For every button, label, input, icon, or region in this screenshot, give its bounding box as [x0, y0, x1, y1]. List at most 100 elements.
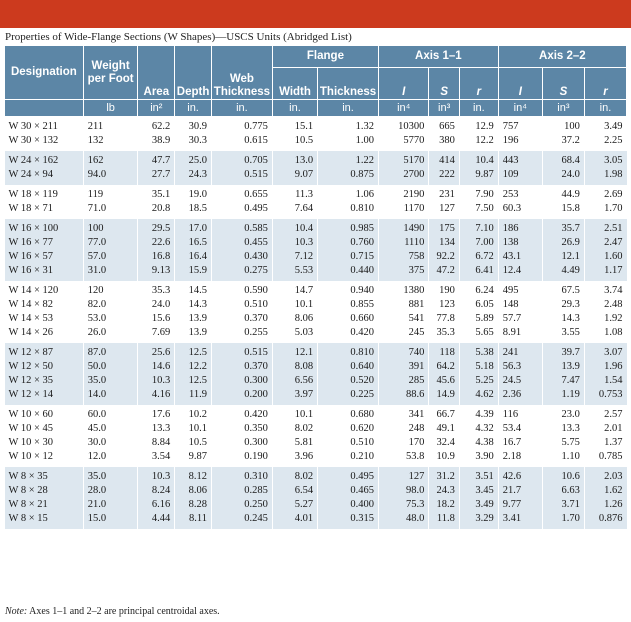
cell-web-thickness: 0.515 — [210, 168, 273, 185]
cell-area: 20.8 — [137, 202, 175, 219]
cell-flange-thickness: 0.440 — [317, 264, 379, 281]
cell-i1: 391 — [377, 360, 429, 374]
cell-i2: 60.3 — [497, 202, 543, 219]
cell-i1: 48.0 — [377, 512, 429, 529]
cell-weight: 211 — [82, 116, 138, 134]
cell-s2: 3.71 — [541, 498, 585, 512]
cell-designation: W 30 × 211 — [4, 116, 84, 134]
cell-designation: W 14 × 53 — [4, 312, 84, 326]
cell-s1: 49.1 — [428, 422, 460, 436]
cell-area: 62.2 — [137, 116, 175, 134]
cell-flange-width: 5.27 — [271, 498, 318, 512]
cell-depth: 19.0 — [174, 185, 212, 202]
unit-flange-width: in. — [271, 99, 319, 117]
w-shapes-table: Designation Weight per Foot Area Depth W… — [4, 45, 628, 529]
cell-area: 8.24 — [137, 484, 175, 498]
cell-r1: 4.39 — [458, 405, 499, 422]
cell-designation: W 16 × 100 — [4, 219, 84, 236]
cell-r2: 2.51 — [583, 219, 627, 236]
cell-flange-thickness: 0.985 — [317, 219, 379, 236]
cell-s2: 67.5 — [541, 281, 585, 298]
table-row: W 18 × 119 119 35.1 19.0 0.655 11.3 1.06 2190 23… — [4, 185, 627, 202]
cell-depth: 10.5 — [174, 436, 212, 450]
header-area: Area — [137, 45, 176, 100]
cell-r1: 6.72 — [458, 250, 499, 264]
cell-i1: 1490 — [377, 219, 429, 236]
cell-flange-width: 3.96 — [271, 450, 318, 467]
cell-weight: 57.0 — [82, 250, 138, 264]
table-caption: Properties of Wide-Flange Sections (W Sh… — [5, 31, 352, 43]
cell-depth: 8.06 — [174, 484, 212, 498]
cell-area: 3.54 — [137, 450, 175, 467]
cell-i2: 8.91 — [497, 326, 543, 343]
table-row: W 8 × 21 21.0 6.16 8.28 0.250 5.27 0.400 75.3 18… — [4, 498, 627, 512]
table-row: W 12 × 50 50.0 14.6 12.2 0.370 8.08 0.640 391 64… — [4, 360, 627, 374]
table-row: W 12 × 14 14.0 4.16 11.9 0.200 3.97 0.225 88.6 1… — [4, 388, 627, 405]
cell-r2: 1.62 — [583, 484, 627, 498]
cell-flange-width: 10.1 — [271, 405, 318, 422]
cell-flange-width: 10.4 — [271, 219, 318, 236]
cell-depth: 14.3 — [174, 298, 212, 312]
unit-web: in. — [210, 99, 273, 117]
cell-flange-width: 8.02 — [271, 467, 318, 484]
cell-weight: 50.0 — [82, 360, 138, 374]
cell-i2: 186 — [497, 219, 543, 236]
cell-flange-width: 7.12 — [271, 250, 318, 264]
header-r1: r — [458, 67, 499, 100]
cell-i2: 57.7 — [497, 312, 543, 326]
cell-s1: 665 — [428, 116, 460, 134]
cell-r2: 0.753 — [583, 388, 627, 405]
cell-flange-width: 6.54 — [271, 484, 318, 498]
cell-depth: 9.87 — [174, 450, 212, 467]
cell-depth: 10.2 — [174, 405, 212, 422]
cell-s2: 5.75 — [541, 436, 585, 450]
cell-flange-width: 5.81 — [271, 436, 318, 450]
cell-r1: 7.50 — [458, 202, 499, 219]
cell-i2: 56.3 — [497, 360, 543, 374]
cell-weight: 21.0 — [82, 498, 138, 512]
cell-flange-thickness: 0.495 — [317, 467, 379, 484]
cell-i1: 170 — [377, 436, 429, 450]
cell-r1: 3.90 — [458, 450, 499, 467]
cell-flange-thickness: 0.715 — [317, 250, 379, 264]
cell-s2: 10.6 — [541, 467, 585, 484]
cell-area: 4.16 — [137, 388, 175, 405]
table-row: W 30 × 211 211 62.2 30.9 0.775 15.1 1.32 10300 6… — [4, 116, 627, 134]
cell-web-thickness: 0.585 — [210, 219, 273, 236]
note-text: Axes 1–1 and 2–2 are principal centroida… — [29, 606, 220, 617]
cell-s1: 11.8 — [428, 512, 460, 529]
header-flange-width: Width — [271, 67, 319, 100]
cell-i1: 2190 — [377, 185, 429, 202]
cell-weight: 12.0 — [82, 450, 138, 467]
cell-flange-width: 13.0 — [271, 151, 318, 168]
cell-web-thickness: 0.245 — [210, 512, 273, 529]
cell-area: 17.6 — [137, 405, 175, 422]
cell-flange-thickness: 1.06 — [317, 185, 379, 202]
table-row: W 16 × 57 57.0 16.8 16.4 0.430 7.12 0.715 758 92… — [4, 250, 627, 264]
cell-designation: W 18 × 71 — [4, 202, 84, 219]
cell-depth: 14.5 — [174, 281, 212, 298]
cell-s1: 127 — [428, 202, 460, 219]
cell-s2: 13.9 — [541, 360, 585, 374]
cell-s2: 35.7 — [541, 219, 585, 236]
cell-i1: 2700 — [377, 168, 429, 185]
cell-i1: 740 — [377, 343, 429, 360]
cell-r2: 0.785 — [583, 450, 627, 467]
row-group: W 30 × 211 211 62.2 30.9 0.775 15.1 1.32 10300 6… — [4, 116, 627, 151]
table-row: W 24 × 94 94.0 27.7 24.3 0.515 9.07 0.875 2700 2… — [4, 168, 627, 185]
cell-flange-thickness: 0.620 — [317, 422, 379, 436]
table-row: W 30 × 132 132 38.9 30.3 0.615 10.5 1.00 5770 38… — [4, 134, 627, 151]
header-web-thickness: Web Thickness — [210, 45, 273, 100]
cell-web-thickness: 0.510 — [210, 298, 273, 312]
unit-depth: in. — [174, 99, 212, 117]
cell-depth: 8.28 — [174, 498, 212, 512]
cell-flange-width: 6.56 — [271, 374, 318, 388]
cell-r1: 4.62 — [458, 388, 499, 405]
cell-s2: 68.4 — [541, 151, 585, 168]
table-note: Note: Axes 1–1 and 2–2 are principal cen… — [5, 606, 220, 617]
header-weight: Weight per Foot — [82, 45, 139, 100]
cell-web-thickness: 0.705 — [210, 151, 273, 168]
cell-r1: 7.00 — [458, 236, 499, 250]
cell-i1: 1380 — [377, 281, 429, 298]
cell-i2: 43.1 — [497, 250, 543, 264]
